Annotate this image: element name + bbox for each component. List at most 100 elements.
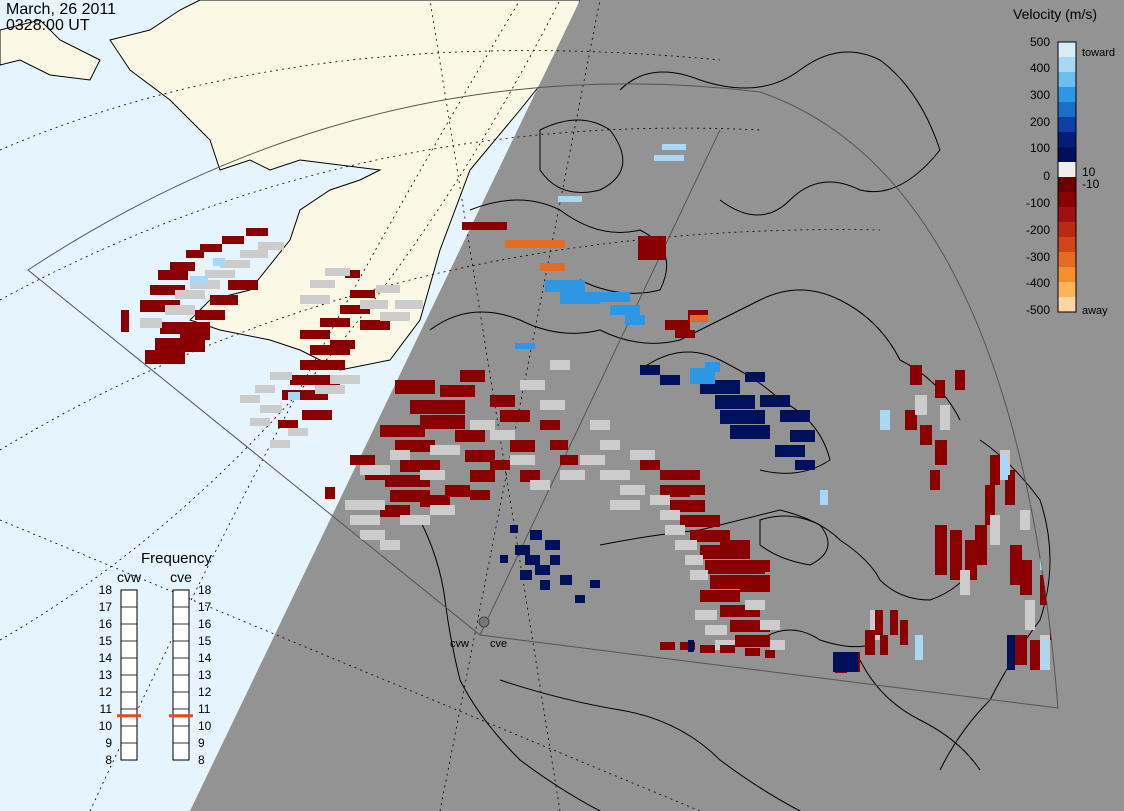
velocity-tick-label: 300 (1030, 88, 1050, 102)
region-north-orange (505, 240, 708, 321)
scatter-cell (510, 440, 535, 452)
scatter-cell (662, 144, 686, 150)
velocity-tick-label: 10 (1082, 165, 1096, 179)
scatter-cell (213, 258, 225, 266)
scatter-cell (400, 515, 430, 525)
scatter-cell (240, 250, 268, 258)
scatter-cell (515, 343, 535, 349)
scatter-cell (820, 490, 828, 505)
scatter-cell (140, 318, 162, 328)
velocity-colorbar-segment (1058, 252, 1076, 268)
scatter-cell (665, 525, 685, 535)
velocity-colorbar-segment (1058, 102, 1076, 118)
scatter-cell (935, 525, 947, 575)
frequency-tick-label: 17 (99, 600, 113, 614)
scatter-cell (395, 380, 435, 394)
scatter-cell (620, 485, 645, 495)
scatter-cell (400, 460, 440, 472)
scatter-cell (695, 610, 717, 620)
scatter-cell (550, 360, 570, 370)
scatter-cell (745, 648, 760, 656)
scatter-cell (935, 440, 947, 465)
scatter-cell (865, 630, 875, 655)
scatter-cell (462, 222, 507, 230)
scatter-cell (455, 430, 485, 442)
scatter-cell (520, 570, 532, 580)
scatter-cell (690, 485, 705, 495)
scatter-cell (640, 460, 660, 470)
scatter-cell (730, 425, 770, 439)
velocity-tick-label: -400 (1026, 276, 1050, 290)
scatter-cell (760, 620, 780, 630)
scatter-cell (380, 540, 400, 550)
scatter-cell (770, 640, 785, 650)
scatter-cell (345, 270, 360, 278)
scatter-cell (700, 590, 740, 602)
scatter-cell (990, 455, 1000, 485)
scatter-cell (300, 330, 330, 339)
scatter-cell (550, 440, 568, 450)
scatter-cell (420, 470, 445, 480)
frequency-tick-label: 8 (105, 753, 112, 767)
scatter-cell (685, 555, 703, 565)
scatter-cell (660, 642, 675, 650)
scatter-cell (780, 410, 810, 422)
graticule (0, 0, 881, 811)
scatter-cell (205, 270, 235, 278)
scatter-cell (890, 610, 898, 635)
scatter-cell (360, 530, 385, 540)
scatter-cell (390, 450, 410, 460)
scatter-cell (675, 540, 697, 550)
velocity-tick-label: -500 (1026, 303, 1050, 317)
velocity-title: Velocity (m/s) (1013, 6, 1098, 22)
scatter-cell (590, 420, 610, 430)
scatter-cell (915, 395, 927, 415)
velocity-tick-label: 0 (1043, 169, 1050, 183)
scatter-cell (670, 500, 705, 512)
scatter-cell (545, 280, 585, 292)
scatter-cell (170, 262, 195, 271)
scatter-cell (950, 530, 962, 580)
scatter-cell (575, 595, 585, 603)
scatter-cell (330, 340, 355, 349)
region-southeast-blue (688, 635, 1015, 672)
scatter-cell (558, 196, 582, 202)
scatter-cell (350, 455, 375, 465)
scatter-cell (320, 318, 350, 327)
scatter-cell (282, 390, 328, 400)
scatter-cell (560, 575, 572, 585)
scatter-cell (795, 460, 815, 470)
scatter-cell (520, 470, 540, 482)
scatter-cell (560, 455, 578, 465)
scatter-cell (745, 600, 765, 610)
scatter-cell (310, 280, 335, 288)
velocity-tick-label: 100 (1030, 141, 1050, 155)
region-cvw-west-gs (140, 242, 423, 448)
scatter-cell (1007, 635, 1015, 670)
scatter-cell (228, 280, 258, 290)
scatter-cell (465, 450, 495, 462)
scatter-cell (590, 580, 600, 588)
scatter-cell (545, 540, 560, 550)
velocity-colorbar-segment (1058, 147, 1076, 163)
scatter-cell (220, 260, 250, 268)
velocity-tick-label: -10 (1082, 177, 1100, 191)
scatter-cell (270, 440, 290, 448)
scatter-cell (775, 445, 805, 457)
scatter-cell (705, 362, 720, 372)
scatter-cell (288, 428, 308, 436)
region-northeast-scatter (905, 365, 1058, 670)
radar-site-marker (478, 616, 490, 628)
scatter-cell (660, 375, 680, 385)
scatter-cell (395, 300, 423, 309)
region-cvw-west-blue (190, 258, 300, 400)
scatter-cell (150, 285, 185, 295)
frequency-tick-label: 13 (198, 668, 212, 682)
scatter-cell (880, 635, 888, 655)
scatter-cell (345, 500, 385, 510)
scatter-cell (1000, 455, 1008, 480)
scatter-cell (288, 392, 300, 400)
scatter-cell (750, 560, 770, 572)
scatter-cell (690, 530, 730, 542)
